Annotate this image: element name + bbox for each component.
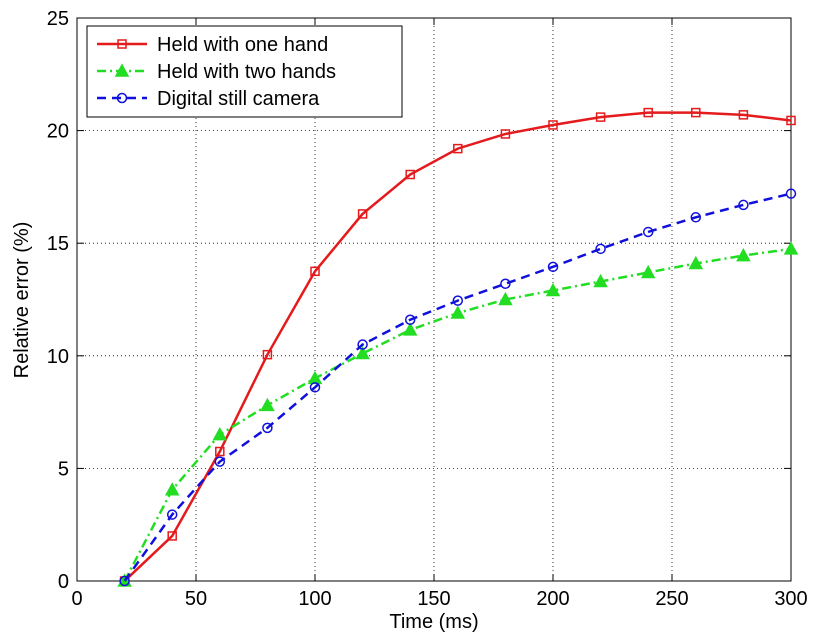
- y-tick-label: 5: [58, 458, 69, 480]
- x-tick-label: 0: [71, 588, 82, 610]
- data-point: [119, 575, 130, 587]
- data-point: [642, 226, 654, 238]
- legend-label: Held with two hands: [157, 61, 336, 83]
- data-point: [736, 248, 751, 262]
- data-point: [785, 188, 797, 199]
- x-tick-label: 100: [298, 588, 331, 610]
- y-axis-label: Relative error (%): [11, 222, 33, 379]
- data-point: [402, 322, 418, 336]
- legend: Held with one hand Held with two hands Dig…: [86, 25, 403, 118]
- legend-label: Digital still camera: [157, 88, 320, 110]
- plot-frame: [76, 17, 792, 582]
- data-point: [595, 112, 606, 122]
- data-point: [595, 243, 606, 255]
- data-point: [404, 314, 416, 326]
- legend-label: Held with one hand: [157, 34, 328, 56]
- legend-marker: [114, 63, 130, 77]
- x-tick-label: 50: [185, 588, 207, 610]
- data-point: [215, 446, 225, 457]
- data-point: [640, 264, 656, 279]
- series-line: [123, 192, 792, 582]
- data-point: [212, 427, 228, 441]
- data-point: [262, 422, 273, 434]
- data-point: [453, 143, 463, 154]
- data-point: [167, 531, 177, 541]
- y-tick-label: 15: [47, 233, 69, 255]
- data-point: [452, 295, 464, 306]
- data-point: [262, 349, 273, 360]
- data-point: [593, 273, 608, 288]
- x-tick-label: 300: [774, 588, 807, 610]
- data-point: [450, 305, 466, 319]
- legend-marker: [116, 92, 128, 104]
- data-point: [214, 456, 226, 467]
- data-point: [500, 129, 511, 139]
- data-point: [357, 339, 368, 350]
- data-point: [500, 278, 511, 289]
- data-point: [548, 120, 558, 130]
- y-tick-label: 20: [47, 121, 69, 143]
- data-point: [688, 255, 704, 270]
- data-point: [310, 266, 320, 277]
- data-point: [545, 282, 561, 297]
- data-point: [355, 345, 370, 360]
- data-point: [166, 509, 178, 520]
- data-point: [691, 107, 701, 118]
- data-point: [738, 199, 749, 211]
- y-tick-label: 0: [58, 571, 69, 593]
- data-point: [498, 291, 513, 306]
- data-point: [547, 261, 559, 273]
- data-point: [164, 482, 180, 496]
- x-tick-label: 250: [655, 588, 688, 610]
- data-point: [783, 241, 799, 255]
- data-point: [357, 209, 368, 219]
- data-point: [643, 107, 653, 118]
- data-point: [690, 212, 702, 223]
- x-axis-label: Time (ms): [389, 611, 478, 633]
- data-point: [738, 110, 749, 120]
- x-tick-label: 150: [417, 588, 450, 610]
- x-tick-label: 200: [536, 588, 569, 610]
- y-tick-label: 10: [47, 346, 69, 368]
- data-point: [786, 115, 796, 126]
- series-line: [123, 111, 792, 582]
- y-tick-label: 25: [47, 8, 69, 30]
- data-point: [405, 169, 415, 180]
- legend-marker: [117, 39, 127, 49]
- data-point: [260, 397, 275, 412]
- data-point: [309, 382, 321, 393]
